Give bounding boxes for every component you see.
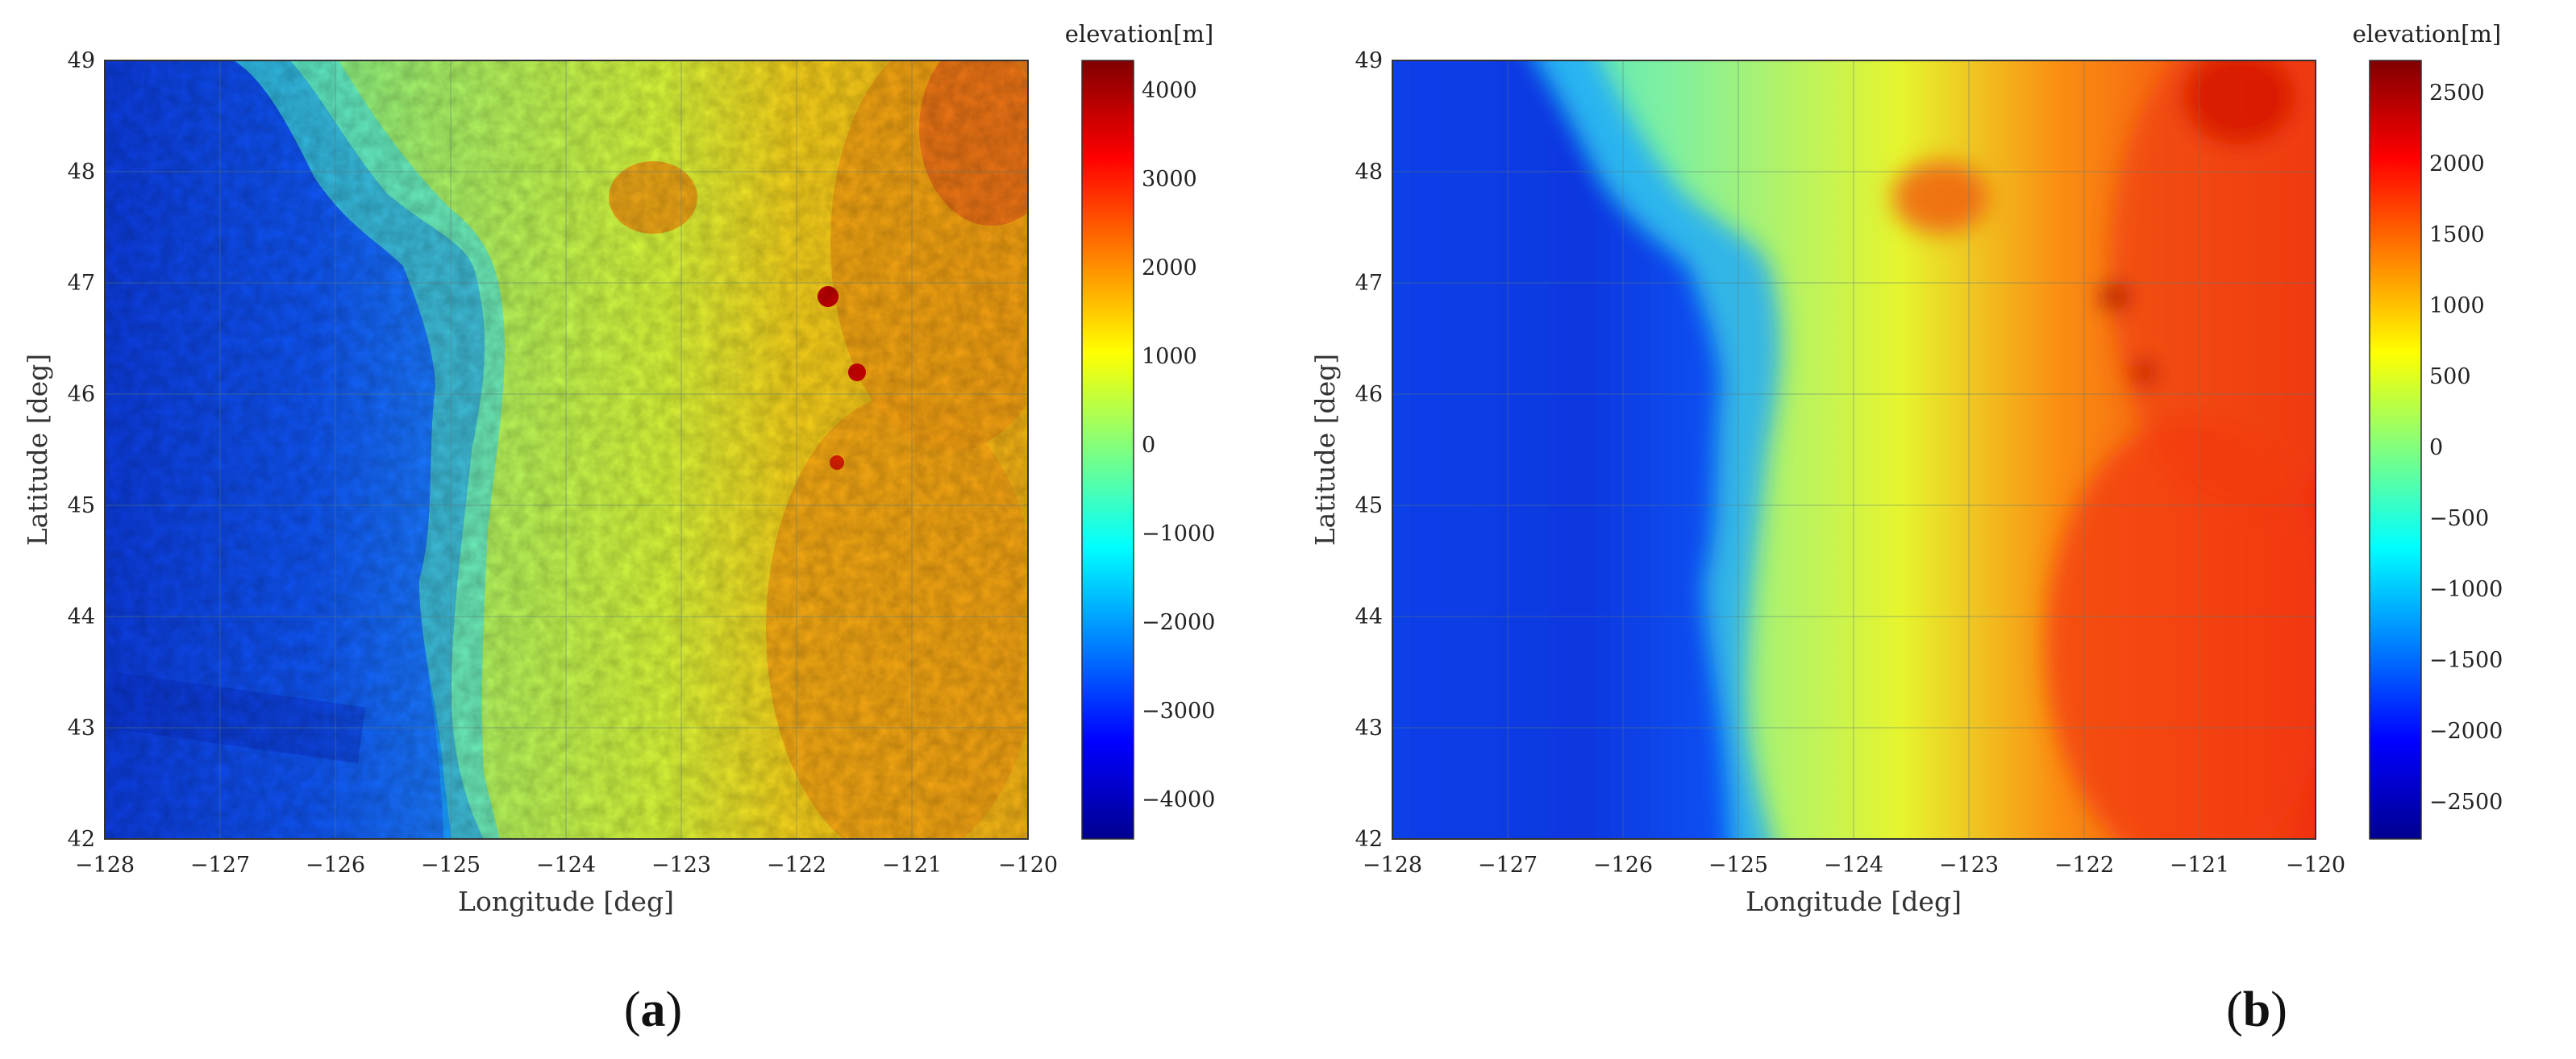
y-tick-label: 42 <box>1355 827 1383 852</box>
colorbar-tick-label: 4000 <box>1142 78 1197 103</box>
x-tick-label: −126 <box>1593 853 1653 878</box>
x-tick-label: −128 <box>1363 853 1422 878</box>
colorbar-tick-label: 3000 <box>1142 167 1197 192</box>
x-tick-label: −127 <box>1478 853 1538 878</box>
colorbar-ticks-b: 2500 2000 1500 1000 500 0 −500 −1000 −15… <box>2429 81 2503 815</box>
plot-frame-b <box>1392 60 2316 840</box>
y-tick-label: 47 <box>68 271 95 296</box>
x-tick-label: −125 <box>1708 853 1768 878</box>
y-axis-label-a: Latitude [deg] <box>22 354 53 546</box>
plot-frame-a <box>104 60 1029 840</box>
colorbar-tick-label: 2000 <box>1142 255 1197 280</box>
y-tick-label: 44 <box>68 604 95 629</box>
panel-caption-b: (b) <box>2226 982 2287 1037</box>
y-tick-labels-b: 49 48 47 46 45 44 43 42 <box>1355 48 1383 852</box>
colorbar-b <box>2369 60 2422 840</box>
y-tick-label: 48 <box>1355 160 1383 185</box>
colorbar-tick-label: −2000 <box>2429 719 2503 744</box>
x-tick-labels-a: −128 −127 −126 −125 −124 −123 −122 −121 … <box>75 853 1058 878</box>
colorbar-title-a: elevation[m] <box>1065 20 1213 48</box>
x-tick-label: −121 <box>882 853 942 878</box>
colorbar-tick-label: 2000 <box>2429 152 2485 176</box>
colorbar-title-b: elevation[m] <box>2353 20 2501 48</box>
y-tick-labels-a: 49 48 47 46 45 44 43 42 <box>68 48 95 852</box>
colorbar-tick-label: 1000 <box>1142 344 1197 369</box>
x-tick-label: −121 <box>2170 853 2229 878</box>
colorbar-tick-label: 2500 <box>2429 81 2485 106</box>
y-tick-label: 46 <box>68 382 95 407</box>
y-tick-label: 44 <box>1355 604 1383 629</box>
colorbar-tick-label: −2000 <box>1142 610 1215 635</box>
panel-b: −128 −127 −126 −125 −124 −123 −122 −121 … <box>1288 0 2575 1059</box>
colorbar-tick-label: −3000 <box>1142 699 1215 724</box>
colorbar-tick-label: 500 <box>2429 364 2471 389</box>
x-tick-label: −124 <box>536 853 596 878</box>
x-tick-label: −125 <box>421 853 481 878</box>
colorbar-tick-label: −2500 <box>2429 790 2503 815</box>
y-tick-label: 49 <box>1355 48 1383 73</box>
slope-b <box>1539 60 1781 839</box>
grid-b <box>1392 60 2316 839</box>
panel-a: −128 −127 −126 −125 −124 −123 −122 −121 … <box>22 20 1215 1037</box>
y-tick-label: 48 <box>68 160 95 185</box>
ocean-b <box>1392 60 1737 839</box>
x-tick-label: −124 <box>1824 853 1883 878</box>
x-tick-label: −120 <box>2286 853 2345 878</box>
elevation-map-b-svg: −128 −127 −126 −125 −124 −123 −122 −121 … <box>1309 20 2503 917</box>
x-tick-label: −127 <box>190 853 250 878</box>
grid-a <box>105 60 1028 839</box>
terrain-texture-a <box>105 60 1028 839</box>
x-tick-label: −120 <box>998 853 1058 878</box>
colorbar-tick-label: 0 <box>1142 433 1155 458</box>
panel-caption-a: (a) <box>623 982 683 1037</box>
x-tick-label: −123 <box>651 853 711 878</box>
y-axis-label-b: Latitude [deg] <box>1309 354 1341 546</box>
y-tick-label: 45 <box>68 493 95 518</box>
colorbar-ticks-a: 4000 3000 2000 1000 0 −1000 −2000 −3000 … <box>1142 78 1215 812</box>
x-tick-label: −122 <box>767 853 826 878</box>
colorbar-tick-label: −1500 <box>2429 648 2503 673</box>
colorbar-tick-label: 1000 <box>2429 293 2485 318</box>
elevation-map-a-svg: −128 −127 −126 −125 −124 −123 −122 −121 … <box>22 20 1215 917</box>
colorbar-tick-label: 1500 <box>2429 222 2485 247</box>
colorbar-tick-label: −1000 <box>2429 577 2503 602</box>
y-tick-label: 47 <box>1355 271 1383 296</box>
x-tick-label: −122 <box>2054 853 2114 878</box>
colorbar-a <box>1081 60 1134 840</box>
map-area-b <box>1392 60 2316 839</box>
colorbar-tick-label: −500 <box>2429 506 2489 531</box>
x-tick-labels-b: −128 −127 −126 −125 −124 −123 −122 −121 … <box>1363 853 2345 878</box>
x-axis-label-b: Longitude [deg] <box>1746 886 1962 917</box>
y-tick-label: 43 <box>68 716 95 741</box>
x-tick-label: −128 <box>75 853 135 878</box>
y-tick-label: 49 <box>68 48 95 73</box>
y-tick-label: 43 <box>1355 716 1383 741</box>
map-area-a <box>105 60 1028 839</box>
y-tick-label: 42 <box>68 827 95 852</box>
y-tick-label: 45 <box>1355 493 1383 518</box>
colorbar-tick-label: −1000 <box>1142 521 1215 546</box>
x-tick-label: −123 <box>1939 853 1999 878</box>
x-axis-label-a: Longitude [deg] <box>458 886 674 917</box>
colorbar-tick-label: 0 <box>2429 435 2443 460</box>
colorbar-tick-label: −4000 <box>1142 787 1215 812</box>
y-tick-label: 46 <box>1355 382 1383 407</box>
x-tick-label: −126 <box>306 853 365 878</box>
